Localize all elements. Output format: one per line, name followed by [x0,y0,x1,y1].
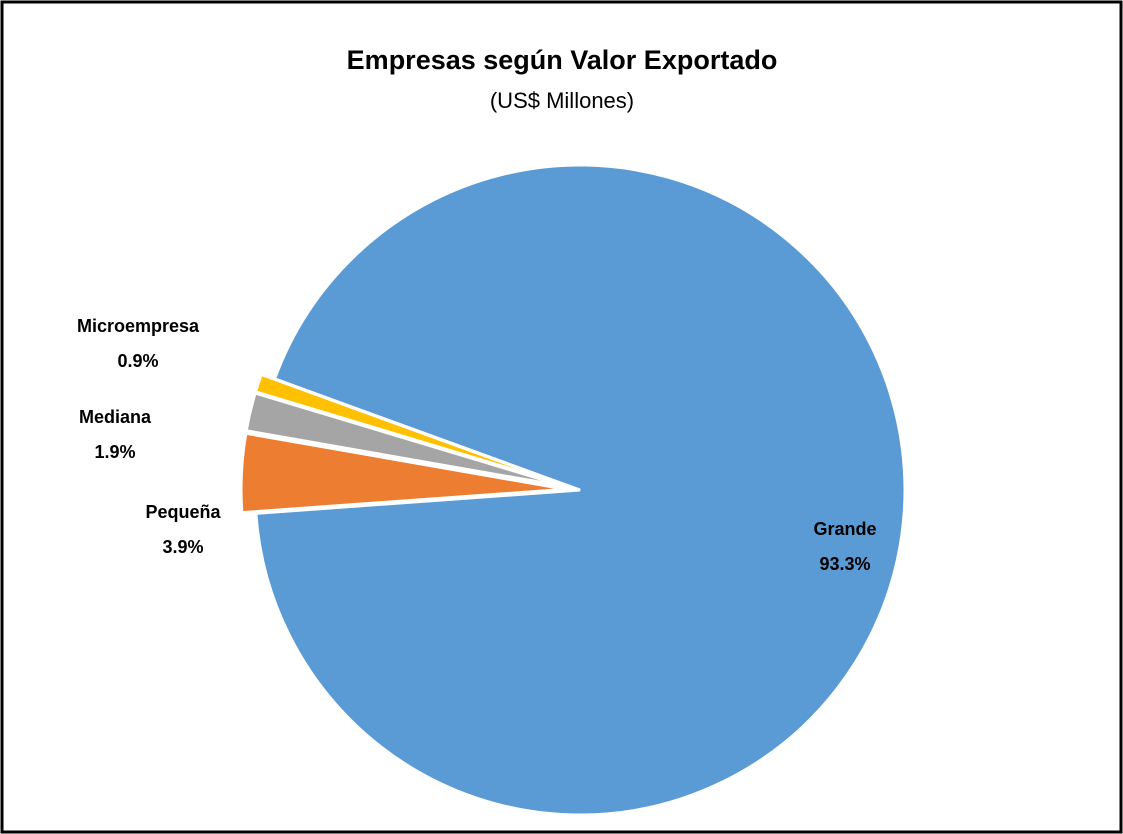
slice-value-label: 1.9% [94,442,135,462]
slice-value-label: 0.9% [117,351,158,371]
pie-slice [239,431,567,515]
chart-title: Empresas según Valor Exportado [347,45,778,75]
slice-value-label: 93.3% [819,554,870,574]
slice-label: Grande [813,519,876,539]
slice-label: Mediana [79,407,152,427]
chart-subtitle: (US$ Millones) [490,88,634,113]
pie-slice [254,163,907,817]
pie-slice [253,372,568,488]
slice-value-label: 3.9% [162,537,203,557]
slice-label: Pequeña [145,502,221,522]
slice-label: Microempresa [77,316,200,336]
